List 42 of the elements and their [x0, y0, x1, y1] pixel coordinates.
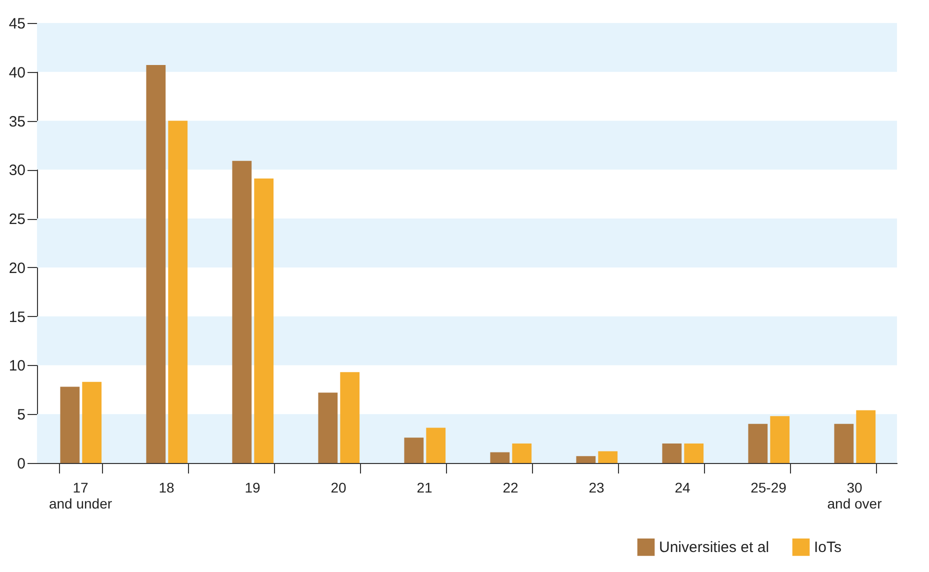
- x-tick-label: 17 and under: [48, 480, 112, 512]
- bar: [340, 372, 360, 463]
- bar: [856, 410, 876, 463]
- x-tick-label: 21: [416, 480, 432, 496]
- bar: [748, 424, 768, 463]
- bar: [490, 452, 510, 463]
- bar: [598, 451, 618, 463]
- x-tick-label: 23: [588, 480, 604, 496]
- bar: [684, 443, 704, 463]
- bar: [404, 438, 424, 463]
- y-tick-label: 10: [8, 358, 26, 375]
- y-tick-label: 45: [8, 16, 26, 32]
- bar: [168, 120, 188, 463]
- bar: [662, 443, 682, 463]
- bar: [576, 456, 596, 463]
- bar: [60, 386, 80, 463]
- y-tick-label: 20: [8, 260, 26, 277]
- x-tick-label: 30 and over: [827, 480, 882, 512]
- y-tick-label: 25: [8, 211, 26, 228]
- y-tick-label: 30: [8, 162, 26, 180]
- bar: [834, 424, 854, 463]
- y-tick-label: 15: [8, 308, 26, 326]
- bar: [146, 65, 166, 463]
- x-tick-label: 25-29: [750, 480, 787, 496]
- legend-label: Universities et al: [659, 539, 770, 556]
- bar: [254, 178, 274, 463]
- y-tick-label: 0: [17, 456, 26, 472]
- bar: [318, 392, 338, 463]
- y-tick-label: 35: [8, 113, 26, 130]
- bar: [426, 428, 446, 463]
- bar: [512, 443, 532, 463]
- y-tick-label: 5: [17, 406, 26, 424]
- bar: [82, 382, 102, 463]
- legend-label: IoTs: [814, 539, 842, 556]
- x-tick-label: 19: [244, 480, 260, 496]
- bar: [232, 160, 252, 463]
- x-tick-label: 18: [158, 480, 174, 496]
- x-tick-label: 24: [674, 480, 690, 496]
- bar: [770, 416, 790, 463]
- x-tick-label: 22: [502, 480, 518, 496]
- x-tick-label: 20: [330, 480, 346, 496]
- y-tick-label: 40: [8, 64, 26, 82]
